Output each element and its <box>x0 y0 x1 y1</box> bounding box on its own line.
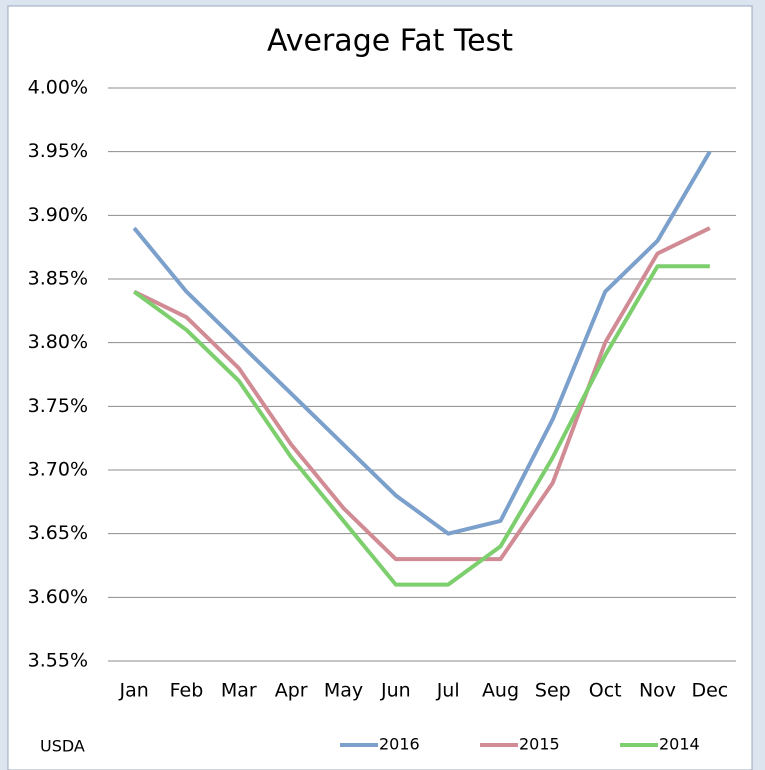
x-tick-label: Dec <box>691 680 728 702</box>
y-tick-label: 3.80% <box>28 331 88 353</box>
x-tick-label: Oct <box>589 680 622 702</box>
series-line <box>133 226 711 562</box>
x-tick-label: Sep <box>535 680 571 702</box>
x-tick-label: Feb <box>170 680 204 702</box>
x-tick-label: Mar <box>221 680 257 702</box>
x-tick-label: Apr <box>275 680 308 702</box>
y-tick-label: 4.00% <box>28 77 88 99</box>
y-tick-label: 3.70% <box>28 459 88 481</box>
x-tick-label: Jan <box>119 680 149 702</box>
legend-label: 2015 <box>519 735 560 754</box>
x-tick-label: Jun <box>380 680 411 702</box>
series-line <box>132 264 710 587</box>
legend-label: 2014 <box>659 735 700 754</box>
y-tick-label: 3.75% <box>28 395 88 417</box>
y-tick-label: 3.65% <box>28 522 88 544</box>
y-tick-label: 3.95% <box>28 140 88 162</box>
chart-title: Average Fat Test <box>267 24 513 59</box>
series-line <box>132 150 712 536</box>
x-tick-label: May <box>324 680 363 702</box>
x-tick-label: Jul <box>436 680 460 702</box>
source-note: USDA <box>40 737 85 756</box>
chart-area <box>7 5 753 770</box>
y-tick-label: 3.55% <box>28 650 88 672</box>
y-tick-label: 3.60% <box>28 586 88 608</box>
y-tick-label: 3.85% <box>28 268 88 290</box>
y-tick-label: 3.90% <box>28 204 88 226</box>
legend-label: 2016 <box>379 735 420 754</box>
x-tick-label: Aug <box>482 680 519 702</box>
x-tick-label: Nov <box>639 680 676 702</box>
